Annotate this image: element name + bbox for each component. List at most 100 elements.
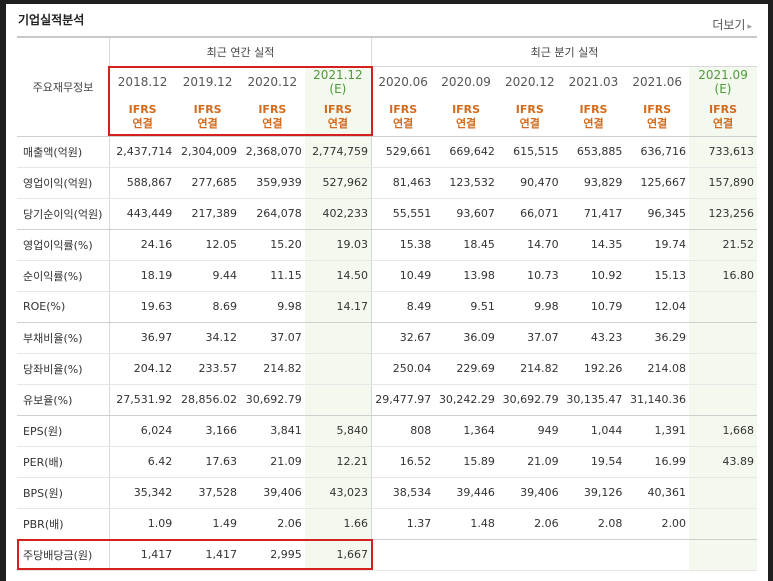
value-cell: 39,446 bbox=[434, 477, 498, 509]
basis-consolidation: 연결 bbox=[583, 116, 604, 130]
value-cell: 37.07 bbox=[239, 322, 305, 354]
period-header-annual-2: 2020.12 bbox=[240, 66, 305, 98]
value-cell: 30,242.29 bbox=[434, 384, 498, 416]
value-cell: 733,613 bbox=[689, 136, 757, 168]
value-cell: 18.45 bbox=[434, 229, 498, 261]
value-cell: 34.12 bbox=[175, 322, 240, 354]
value-cell: 1,364 bbox=[434, 415, 498, 447]
value-cell: 17.63 bbox=[175, 446, 240, 478]
table-row: 부채비율(%) 36.97 34.12 37.07 32.67 36.09 37.07 43.… bbox=[17, 322, 757, 354]
row-label: 매출액(억원) bbox=[17, 136, 110, 168]
value-cell: 125,667 bbox=[625, 167, 690, 199]
basis-standard: IFRS bbox=[452, 102, 481, 116]
value-cell: 2,368,070 bbox=[239, 136, 305, 168]
chevron-right-icon: ▸ bbox=[747, 22, 752, 32]
value-cell: 28,856.02 bbox=[175, 384, 240, 416]
value-cell: 214.82 bbox=[239, 353, 305, 385]
value-cell: 14.17 bbox=[304, 291, 372, 323]
value-cell: 615,515 bbox=[497, 136, 562, 168]
table-row: ROE(%) 19.63 8.69 9.98 14.17 8.49 9.51 9.98 10.7… bbox=[17, 291, 757, 323]
value-cell: 16.52 bbox=[371, 446, 435, 478]
basis-header: IFRS 연결 bbox=[625, 98, 690, 137]
row-label: 유보율(%) bbox=[17, 384, 110, 416]
basis-consolidation: 연결 bbox=[455, 116, 477, 130]
value-cell: 2.06 bbox=[239, 508, 305, 540]
value-cell: 40,361 bbox=[625, 477, 690, 509]
period-header-quarter-1: 2020.09 bbox=[434, 66, 498, 98]
value-cell: 19.74 bbox=[625, 229, 690, 261]
row-label: PER(배) bbox=[17, 446, 110, 478]
value-cell: 30,135.47 bbox=[561, 384, 626, 416]
row-label: EPS(원) bbox=[17, 415, 110, 447]
value-cell: 36.97 bbox=[108, 322, 176, 354]
period-label: 2020.06 bbox=[378, 75, 428, 90]
period-header-annual-0: 2018.12 bbox=[108, 66, 176, 98]
period-header-quarter-0: 2020.06 bbox=[371, 66, 435, 98]
value-cell: 949 bbox=[497, 415, 562, 447]
value-cell: 9.98 bbox=[497, 291, 562, 323]
value-cell: 1,667 bbox=[304, 539, 372, 571]
basis-header: IFRS 연결 bbox=[239, 98, 305, 137]
period-label: 2020.12 bbox=[247, 75, 298, 90]
financial-summary-panel: 기업실적분석 더보기 ▸ 주요재무정보 최근 연간 실적 최근 분기 실적 201… bbox=[6, 4, 768, 581]
value-cell: 36.09 bbox=[434, 322, 498, 354]
value-cell: 13.98 bbox=[434, 260, 498, 292]
value-cell: 1.37 bbox=[371, 508, 435, 540]
value-cell: 1,417 bbox=[108, 539, 176, 571]
value-cell: 2.08 bbox=[561, 508, 626, 540]
table-row: EPS(원) 6,024 3,166 3,841 5,840 808 1,364 949 1,0… bbox=[17, 415, 757, 447]
period-label: 2021.12 bbox=[313, 68, 363, 83]
value-cell: 636,716 bbox=[625, 136, 690, 168]
value-cell: 30,692.79 bbox=[239, 384, 305, 416]
value-cell: 233.57 bbox=[175, 353, 240, 385]
basis-header: IFRS 연결 bbox=[434, 98, 498, 137]
value-cell: 96,345 bbox=[625, 198, 690, 230]
basis-standard: IFRS bbox=[579, 102, 608, 116]
row-label: 영업이익(억원) bbox=[17, 167, 110, 199]
basis-consolidation: 연결 bbox=[327, 116, 348, 130]
table-row: 매출액(억원) 2,437,714 2,304,009 2,368,070 2,774,… bbox=[17, 136, 757, 168]
value-cell: 15.89 bbox=[434, 446, 498, 478]
value-cell: 5,840 bbox=[304, 415, 372, 447]
value-cell: 10.92 bbox=[561, 260, 626, 292]
value-cell bbox=[689, 508, 757, 540]
more-link[interactable]: 더보기 ▸ bbox=[712, 16, 752, 33]
value-cell: 214.08 bbox=[625, 353, 690, 385]
basis-consolidation: 연결 bbox=[262, 116, 283, 130]
basis-standard: IFRS bbox=[128, 102, 157, 116]
value-cell: 55,551 bbox=[371, 198, 435, 230]
table-row: 주당배당금(원) 1,417 1,417 2,995 1,667 bbox=[17, 539, 757, 571]
period-header-quarter-3: 2021.03 bbox=[562, 66, 626, 98]
value-cell: 1.66 bbox=[304, 508, 372, 540]
value-cell bbox=[689, 477, 757, 509]
period-label: 2020.09 bbox=[441, 75, 491, 90]
annual-group-header: 최근 연간 실적 bbox=[108, 38, 372, 67]
value-cell: 93,829 bbox=[561, 167, 626, 199]
basis-standard: IFRS bbox=[323, 102, 352, 116]
value-cell: 14.35 bbox=[561, 229, 626, 261]
section-title: 기업실적분석 bbox=[18, 13, 85, 27]
value-cell: 250.04 bbox=[371, 353, 435, 385]
table-row: 당기순이익(억원) 443,449 217,389 264,078 402,233 55,… bbox=[17, 198, 757, 230]
value-cell: 229.69 bbox=[434, 353, 498, 385]
table-row: 당좌비율(%) 204.12 233.57 214.82 250.04 229.69 214… bbox=[17, 353, 757, 385]
value-cell: 402,233 bbox=[304, 198, 372, 230]
value-cell: 12.05 bbox=[175, 229, 240, 261]
value-cell: 588,867 bbox=[108, 167, 176, 199]
period-label: 2021.09 bbox=[698, 68, 748, 83]
value-cell: 204.12 bbox=[108, 353, 176, 385]
value-cell: 10.73 bbox=[497, 260, 562, 292]
value-cell: 31,140.36 bbox=[625, 384, 690, 416]
basis-header: IFRS 연결 bbox=[371, 98, 435, 137]
row-label: BPS(원) bbox=[17, 477, 110, 509]
value-cell: 123,532 bbox=[434, 167, 498, 199]
basis-header: IFRS 연결 bbox=[561, 98, 626, 137]
value-cell: 19.63 bbox=[108, 291, 176, 323]
estimate-mark: (E) bbox=[714, 82, 732, 97]
value-cell bbox=[497, 539, 562, 571]
value-cell: 36.29 bbox=[625, 322, 690, 354]
value-cell: 9.98 bbox=[239, 291, 305, 323]
value-cell: 37,528 bbox=[175, 477, 240, 509]
value-cell: 1.09 bbox=[108, 508, 176, 540]
value-cell: 71,417 bbox=[561, 198, 626, 230]
